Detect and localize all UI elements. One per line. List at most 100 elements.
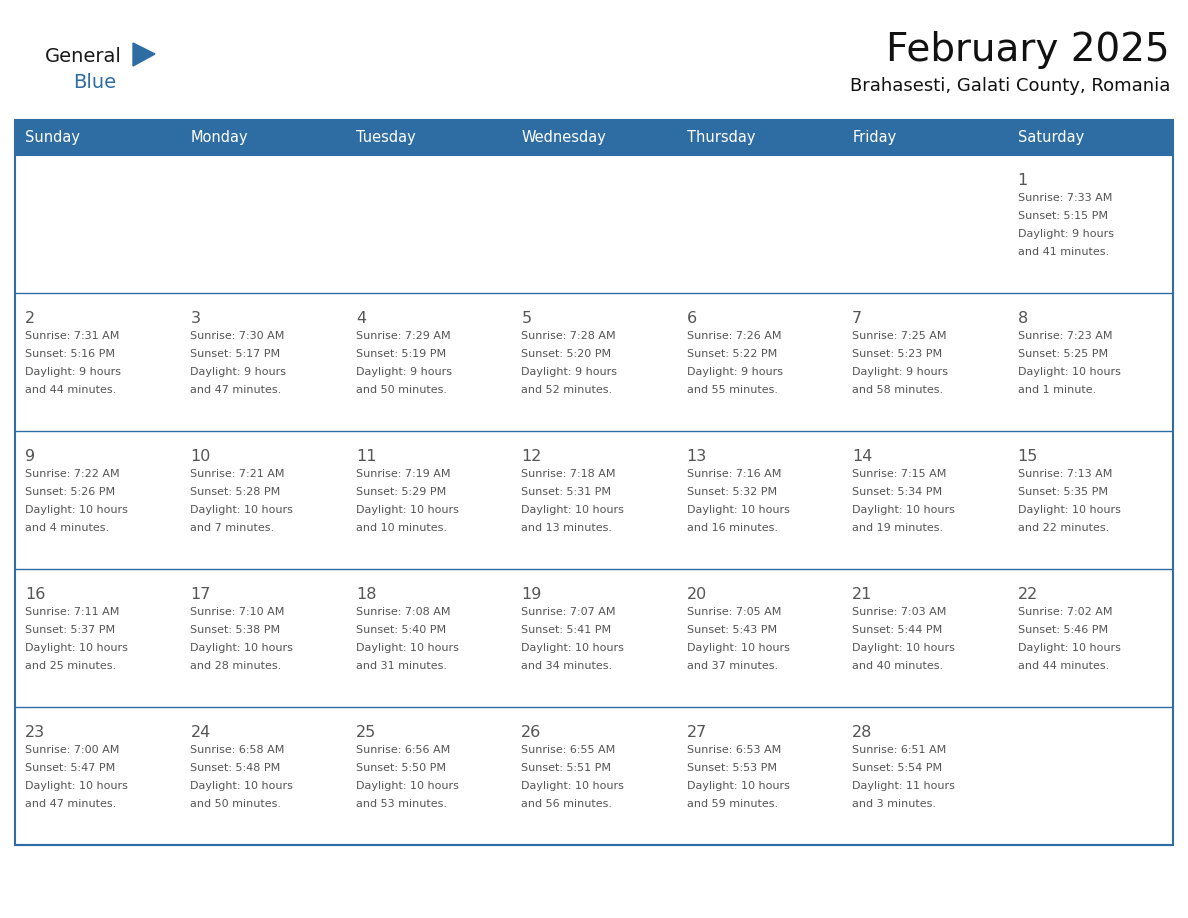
Text: Sunset: 5:48 PM: Sunset: 5:48 PM [190, 763, 280, 773]
Text: and 53 minutes.: and 53 minutes. [356, 799, 447, 809]
Text: and 56 minutes.: and 56 minutes. [522, 799, 612, 809]
Text: Daylight: 9 hours: Daylight: 9 hours [356, 367, 451, 377]
Text: Daylight: 9 hours: Daylight: 9 hours [1018, 229, 1113, 239]
Text: Sunrise: 7:30 AM: Sunrise: 7:30 AM [190, 331, 285, 341]
Text: Sunrise: 7:08 AM: Sunrise: 7:08 AM [356, 607, 450, 617]
Text: 15: 15 [1018, 449, 1038, 464]
Text: Sunset: 5:53 PM: Sunset: 5:53 PM [687, 763, 777, 773]
Text: Sunset: 5:25 PM: Sunset: 5:25 PM [1018, 349, 1107, 359]
Text: Sunset: 5:46 PM: Sunset: 5:46 PM [1018, 625, 1107, 635]
Text: Sunrise: 7:11 AM: Sunrise: 7:11 AM [25, 607, 119, 617]
Text: Sunrise: 6:53 AM: Sunrise: 6:53 AM [687, 745, 781, 755]
Text: Daylight: 10 hours: Daylight: 10 hours [687, 505, 790, 515]
Text: 21: 21 [852, 587, 872, 602]
Text: 6: 6 [687, 311, 697, 326]
Text: Sunrise: 7:05 AM: Sunrise: 7:05 AM [687, 607, 781, 617]
Text: and 13 minutes.: and 13 minutes. [522, 523, 612, 533]
Text: 26: 26 [522, 725, 542, 740]
Text: Sunrise: 7:10 AM: Sunrise: 7:10 AM [190, 607, 285, 617]
Text: Sunset: 5:35 PM: Sunset: 5:35 PM [1018, 487, 1107, 497]
Text: and 47 minutes.: and 47 minutes. [25, 799, 116, 809]
Text: 23: 23 [25, 725, 45, 740]
Text: and 7 minutes.: and 7 minutes. [190, 523, 274, 533]
Text: Brahasesti, Galati County, Romania: Brahasesti, Galati County, Romania [849, 77, 1170, 95]
Text: Daylight: 10 hours: Daylight: 10 hours [356, 505, 459, 515]
Text: Wednesday: Wednesday [522, 130, 606, 145]
Text: and 1 minute.: and 1 minute. [1018, 385, 1095, 395]
Text: Sunrise: 6:55 AM: Sunrise: 6:55 AM [522, 745, 615, 755]
Text: 27: 27 [687, 725, 707, 740]
Text: Tuesday: Tuesday [356, 130, 416, 145]
Text: Daylight: 9 hours: Daylight: 9 hours [687, 367, 783, 377]
Text: Sunrise: 7:19 AM: Sunrise: 7:19 AM [356, 469, 450, 479]
Text: Sunrise: 7:18 AM: Sunrise: 7:18 AM [522, 469, 615, 479]
Text: Sunrise: 7:15 AM: Sunrise: 7:15 AM [852, 469, 947, 479]
Text: 8: 8 [1018, 311, 1028, 326]
Text: Daylight: 11 hours: Daylight: 11 hours [852, 781, 955, 791]
Text: Sunset: 5:47 PM: Sunset: 5:47 PM [25, 763, 115, 773]
Text: and 59 minutes.: and 59 minutes. [687, 799, 778, 809]
Text: Sunrise: 6:56 AM: Sunrise: 6:56 AM [356, 745, 450, 755]
Text: 2: 2 [25, 311, 36, 326]
Text: and 40 minutes.: and 40 minutes. [852, 661, 943, 671]
Text: Daylight: 10 hours: Daylight: 10 hours [1018, 367, 1120, 377]
Text: Sunset: 5:22 PM: Sunset: 5:22 PM [687, 349, 777, 359]
Text: Sunrise: 7:22 AM: Sunrise: 7:22 AM [25, 469, 120, 479]
Text: Daylight: 9 hours: Daylight: 9 hours [852, 367, 948, 377]
Text: 7: 7 [852, 311, 862, 326]
Text: 18: 18 [356, 587, 377, 602]
Text: Daylight: 9 hours: Daylight: 9 hours [190, 367, 286, 377]
Text: Blue: Blue [72, 73, 116, 93]
Text: Daylight: 10 hours: Daylight: 10 hours [522, 643, 624, 653]
Text: Daylight: 10 hours: Daylight: 10 hours [522, 505, 624, 515]
Text: Sunset: 5:43 PM: Sunset: 5:43 PM [687, 625, 777, 635]
Text: Sunset: 5:23 PM: Sunset: 5:23 PM [852, 349, 942, 359]
Text: 12: 12 [522, 449, 542, 464]
Text: 11: 11 [356, 449, 377, 464]
Text: 17: 17 [190, 587, 210, 602]
Text: 14: 14 [852, 449, 872, 464]
Text: Thursday: Thursday [687, 130, 756, 145]
Text: Sunrise: 7:33 AM: Sunrise: 7:33 AM [1018, 193, 1112, 203]
Text: 9: 9 [25, 449, 36, 464]
Text: 16: 16 [25, 587, 45, 602]
Text: Daylight: 9 hours: Daylight: 9 hours [522, 367, 618, 377]
Text: Sunset: 5:17 PM: Sunset: 5:17 PM [190, 349, 280, 359]
Text: 10: 10 [190, 449, 210, 464]
Text: Sunrise: 7:26 AM: Sunrise: 7:26 AM [687, 331, 782, 341]
Text: and 52 minutes.: and 52 minutes. [522, 385, 612, 395]
Text: Sunset: 5:20 PM: Sunset: 5:20 PM [522, 349, 612, 359]
Text: and 31 minutes.: and 31 minutes. [356, 661, 447, 671]
Text: Saturday: Saturday [1018, 130, 1083, 145]
Text: Sunset: 5:50 PM: Sunset: 5:50 PM [356, 763, 446, 773]
Text: Daylight: 10 hours: Daylight: 10 hours [852, 505, 955, 515]
Text: 24: 24 [190, 725, 210, 740]
Text: Sunrise: 7:29 AM: Sunrise: 7:29 AM [356, 331, 450, 341]
Text: 1: 1 [1018, 173, 1028, 188]
Text: 20: 20 [687, 587, 707, 602]
Text: Sunset: 5:41 PM: Sunset: 5:41 PM [522, 625, 612, 635]
Text: Daylight: 10 hours: Daylight: 10 hours [25, 643, 128, 653]
Text: 25: 25 [356, 725, 377, 740]
Text: and 34 minutes.: and 34 minutes. [522, 661, 612, 671]
Text: Sunset: 5:44 PM: Sunset: 5:44 PM [852, 625, 942, 635]
Text: Sunrise: 7:03 AM: Sunrise: 7:03 AM [852, 607, 947, 617]
Text: Sunrise: 7:07 AM: Sunrise: 7:07 AM [522, 607, 615, 617]
Text: Sunday: Sunday [25, 130, 80, 145]
Text: Sunset: 5:26 PM: Sunset: 5:26 PM [25, 487, 115, 497]
Text: Monday: Monday [190, 130, 248, 145]
Text: Sunset: 5:54 PM: Sunset: 5:54 PM [852, 763, 942, 773]
Text: Sunrise: 6:58 AM: Sunrise: 6:58 AM [190, 745, 285, 755]
Text: Sunset: 5:28 PM: Sunset: 5:28 PM [190, 487, 280, 497]
FancyBboxPatch shape [15, 155, 1173, 845]
Text: Sunset: 5:51 PM: Sunset: 5:51 PM [522, 763, 612, 773]
Text: Sunrise: 7:23 AM: Sunrise: 7:23 AM [1018, 331, 1112, 341]
Text: Daylight: 10 hours: Daylight: 10 hours [356, 643, 459, 653]
Text: Sunrise: 7:31 AM: Sunrise: 7:31 AM [25, 331, 119, 341]
Text: Sunset: 5:31 PM: Sunset: 5:31 PM [522, 487, 612, 497]
Text: Sunrise: 7:00 AM: Sunrise: 7:00 AM [25, 745, 119, 755]
Text: and 50 minutes.: and 50 minutes. [356, 385, 447, 395]
Text: Sunset: 5:19 PM: Sunset: 5:19 PM [356, 349, 446, 359]
Text: Daylight: 10 hours: Daylight: 10 hours [852, 643, 955, 653]
Text: 5: 5 [522, 311, 531, 326]
